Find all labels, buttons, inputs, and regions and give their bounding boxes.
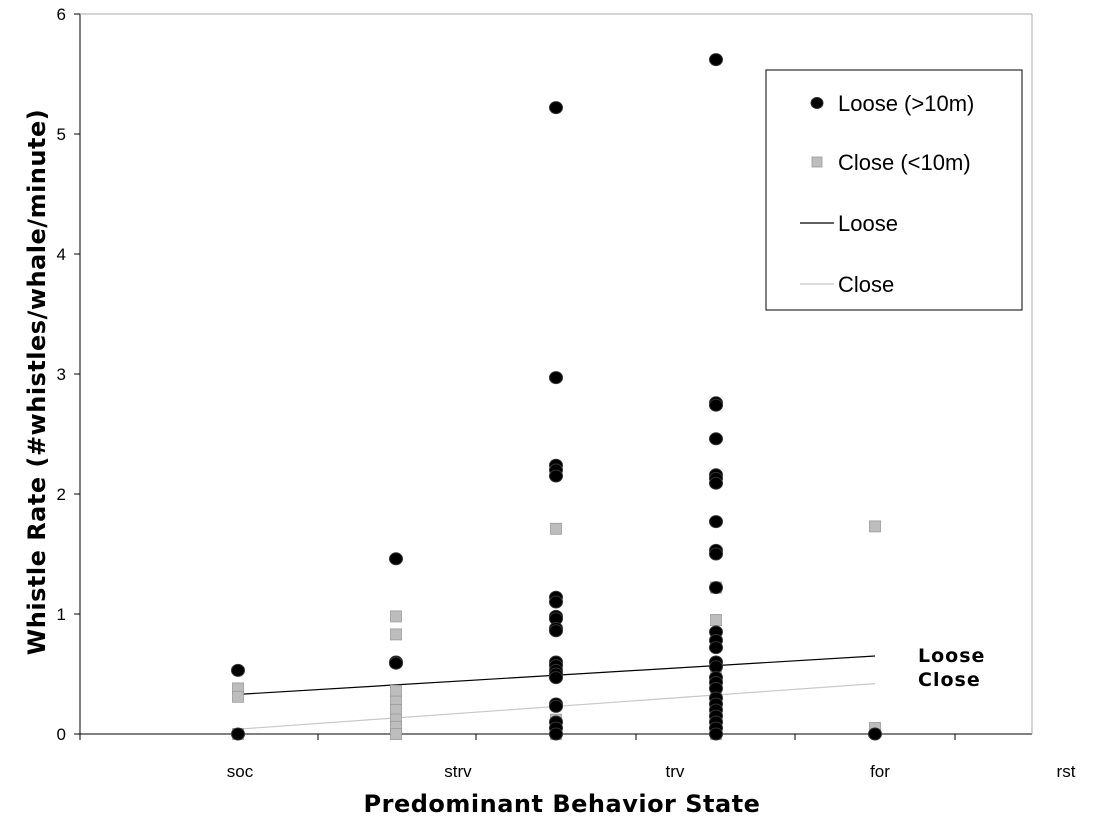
data-point-close <box>390 728 402 740</box>
data-point-loose <box>549 727 563 741</box>
legend-label: Close <box>838 272 894 297</box>
data-point-loose <box>549 699 563 713</box>
y-tick-label: 4 <box>57 245 66 264</box>
data-point-loose <box>709 660 723 674</box>
data-point-loose <box>709 432 723 446</box>
data-point-close <box>390 628 402 641</box>
data-point-loose <box>709 53 723 67</box>
legend-marker-square <box>811 156 823 168</box>
annotation-close: Close <box>918 669 981 691</box>
x-tick-label: strv <box>444 762 472 781</box>
data-point-close <box>390 684 402 697</box>
legend: Loose (>10m) Close (<10m) Loose Close <box>765 69 1023 311</box>
y-tick-label: 1 <box>57 605 66 624</box>
x-tick-label: trv <box>666 762 685 781</box>
legend-marker-circle <box>810 97 824 109</box>
y-tick-label: 2 <box>57 485 66 504</box>
data-point-loose <box>231 727 245 741</box>
data-point-loose <box>231 663 245 677</box>
data-point-loose <box>549 371 563 385</box>
y-tick-label: 0 <box>57 725 66 744</box>
data-point-close <box>869 520 881 533</box>
data-point-loose <box>709 727 723 741</box>
x-tick-label: soc <box>227 762 254 781</box>
x-axis-title: Predominant Behavior State <box>364 790 761 818</box>
x-tick-label: rst <box>1057 762 1076 781</box>
data-point-loose <box>709 515 723 529</box>
data-point-loose <box>709 581 723 595</box>
data-point-loose <box>549 671 563 685</box>
data-point-close <box>232 690 244 703</box>
y-axis-ticks: 0 1 2 3 4 5 6 <box>57 5 80 744</box>
annotation-loose: Loose <box>918 645 985 667</box>
data-point-loose <box>549 101 563 115</box>
data-point-loose <box>709 398 723 412</box>
data-point-loose <box>709 476 723 490</box>
data-point-loose <box>389 552 403 566</box>
legend-label: Loose <box>838 211 898 236</box>
data-point-loose <box>549 624 563 638</box>
data-point-loose <box>868 727 882 741</box>
data-point-loose <box>549 469 563 483</box>
y-tick-label: 5 <box>57 125 66 144</box>
data-point-loose <box>549 595 563 609</box>
y-axis-title: Whistle Rate (#whistles/whale/minute) <box>23 109 51 655</box>
data-point-loose <box>709 547 723 561</box>
series-loose-points <box>231 53 882 741</box>
legend-label: Close (<10m) <box>838 150 971 175</box>
data-point-close <box>710 614 722 626</box>
legend-box <box>765 69 1023 311</box>
legend-label: Loose (>10m) <box>838 91 974 116</box>
data-point-close <box>550 522 562 535</box>
x-axis-ticks: soc strv trv for rst <box>79 734 1076 781</box>
data-point-close <box>390 610 402 623</box>
data-point-loose <box>389 656 403 670</box>
data-point-loose <box>709 641 723 655</box>
y-tick-label: 3 <box>57 365 66 384</box>
y-tick-label: 6 <box>57 5 66 24</box>
x-tick-label: for <box>870 762 890 781</box>
